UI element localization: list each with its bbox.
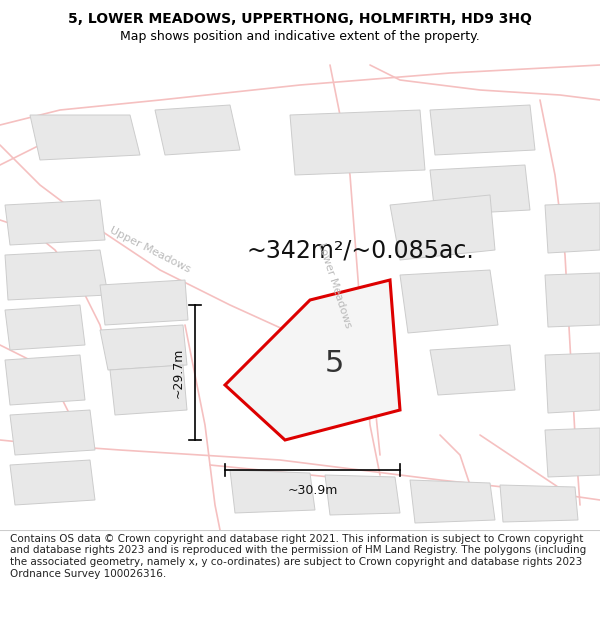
- Polygon shape: [545, 203, 600, 253]
- Text: ~29.7m: ~29.7m: [172, 348, 185, 398]
- Text: Upper Meadows: Upper Meadows: [108, 225, 192, 275]
- Polygon shape: [100, 325, 187, 370]
- Text: ~342m²/~0.085ac.: ~342m²/~0.085ac.: [246, 238, 474, 262]
- Polygon shape: [410, 480, 495, 523]
- Polygon shape: [155, 105, 240, 155]
- Text: ~30.9m: ~30.9m: [287, 484, 338, 497]
- Polygon shape: [100, 280, 188, 325]
- Polygon shape: [30, 115, 140, 160]
- Polygon shape: [5, 305, 85, 350]
- Polygon shape: [390, 195, 495, 260]
- Polygon shape: [10, 410, 95, 455]
- Polygon shape: [230, 470, 315, 513]
- Polygon shape: [290, 110, 425, 175]
- Text: Contains OS data © Crown copyright and database right 2021. This information is : Contains OS data © Crown copyright and d…: [10, 534, 586, 579]
- Polygon shape: [325, 475, 400, 515]
- Polygon shape: [5, 250, 108, 300]
- Polygon shape: [430, 165, 530, 215]
- Polygon shape: [10, 460, 95, 505]
- Text: Lower Meadows: Lower Meadows: [316, 241, 353, 329]
- Text: Map shows position and indicative extent of the property.: Map shows position and indicative extent…: [120, 30, 480, 43]
- Polygon shape: [430, 345, 515, 395]
- Polygon shape: [400, 270, 498, 333]
- Polygon shape: [545, 273, 600, 327]
- Text: 5, LOWER MEADOWS, UPPERTHONG, HOLMFIRTH, HD9 3HQ: 5, LOWER MEADOWS, UPPERTHONG, HOLMFIRTH,…: [68, 12, 532, 26]
- Polygon shape: [110, 365, 187, 415]
- Polygon shape: [225, 280, 400, 440]
- Polygon shape: [5, 200, 105, 245]
- Polygon shape: [500, 485, 578, 522]
- Polygon shape: [430, 105, 535, 155]
- Text: 5: 5: [325, 349, 344, 378]
- Polygon shape: [545, 428, 600, 477]
- Polygon shape: [5, 355, 85, 405]
- Polygon shape: [545, 353, 600, 413]
